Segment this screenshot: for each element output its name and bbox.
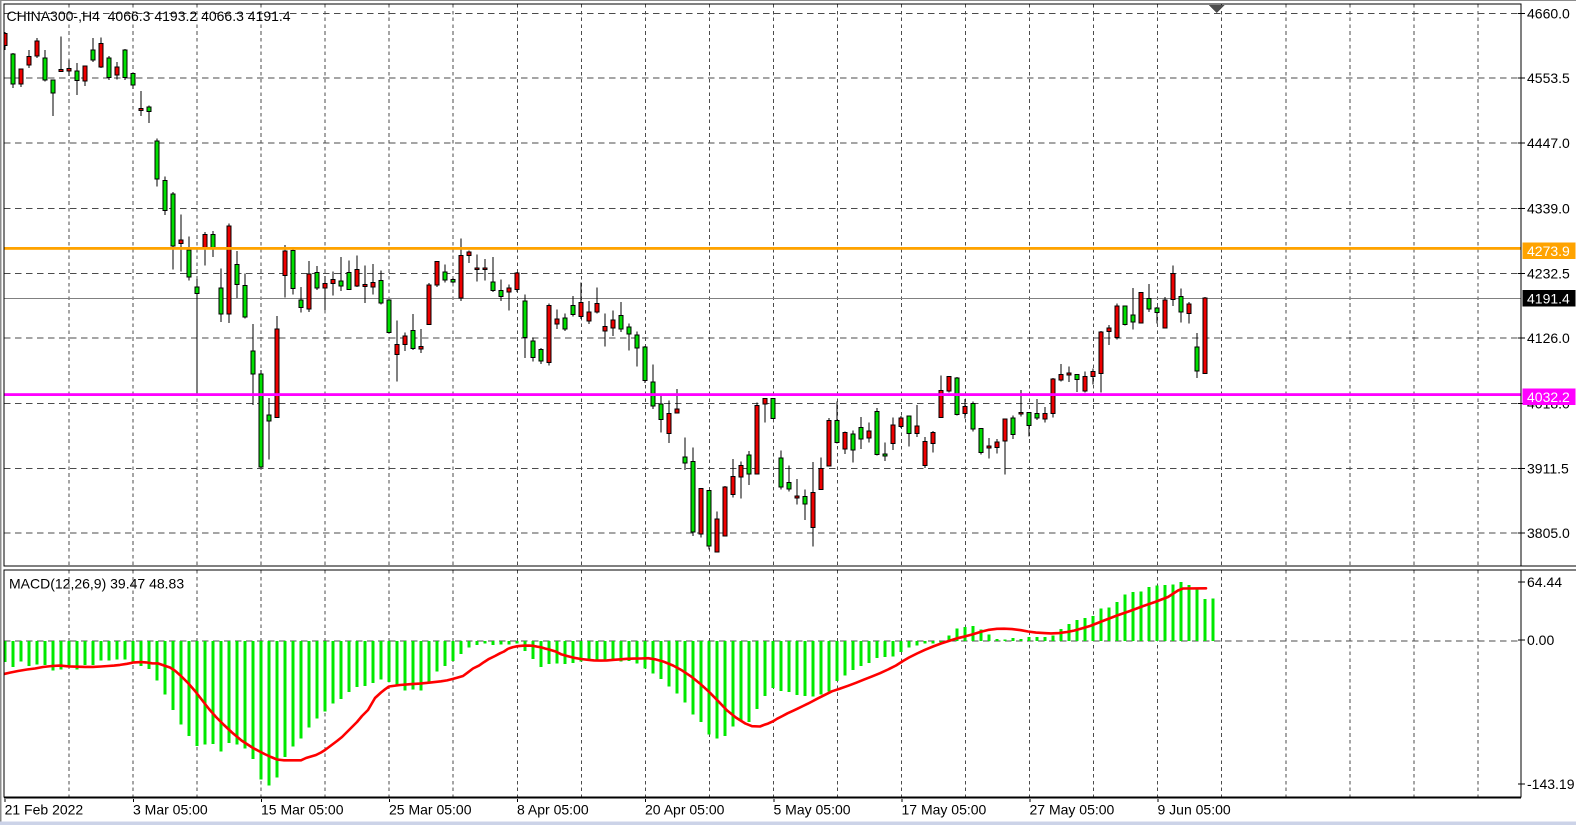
- svg-text:0.00: 0.00: [1527, 632, 1554, 648]
- svg-text:4339.0: 4339.0: [1527, 201, 1570, 217]
- svg-text:3911.5: 3911.5: [1527, 460, 1569, 476]
- svg-text:4273.9: 4273.9: [1527, 243, 1570, 259]
- svg-text:4447.0: 4447.0: [1527, 135, 1570, 151]
- svg-text:8 Apr 05:00: 8 Apr 05:00: [517, 802, 589, 818]
- svg-text:17 May 05:00: 17 May 05:00: [902, 802, 987, 818]
- svg-text:4553.5: 4553.5: [1527, 70, 1570, 86]
- svg-text:4126.0: 4126.0: [1527, 330, 1570, 346]
- svg-text:15 Mar 05:00: 15 Mar 05:00: [261, 802, 344, 818]
- svg-text:21 Feb 2022: 21 Feb 2022: [5, 802, 84, 818]
- svg-text:5 May 05:00: 5 May 05:00: [774, 802, 851, 818]
- svg-text:MACD(12,26,9) 39.47 48.83: MACD(12,26,9) 39.47 48.83: [9, 576, 184, 592]
- svg-text:-143.19: -143.19: [1527, 776, 1575, 792]
- svg-text:4660.0: 4660.0: [1527, 6, 1570, 22]
- svg-text:20 Apr 05:00: 20 Apr 05:00: [645, 802, 725, 818]
- svg-text:4191.4: 4191.4: [1527, 290, 1570, 306]
- svg-text:4032.2: 4032.2: [1527, 389, 1570, 405]
- svg-text:3 Mar 05:00: 3 Mar 05:00: [133, 802, 208, 818]
- svg-text:64.44: 64.44: [1527, 574, 1562, 590]
- svg-text:25 Mar 05:00: 25 Mar 05:00: [389, 802, 472, 818]
- svg-text:4232.5: 4232.5: [1527, 265, 1570, 281]
- svg-text:27 May 05:00: 27 May 05:00: [1030, 802, 1115, 818]
- svg-text:CHINA300-,H4 4066.3 4193.2 40: CHINA300-,H4 4066.3 4193.2 4066.3 4191.4: [7, 8, 291, 24]
- svg-text:9 Jun 05:00: 9 Jun 05:00: [1158, 802, 1231, 818]
- svg-text:3805.0: 3805.0: [1527, 525, 1570, 541]
